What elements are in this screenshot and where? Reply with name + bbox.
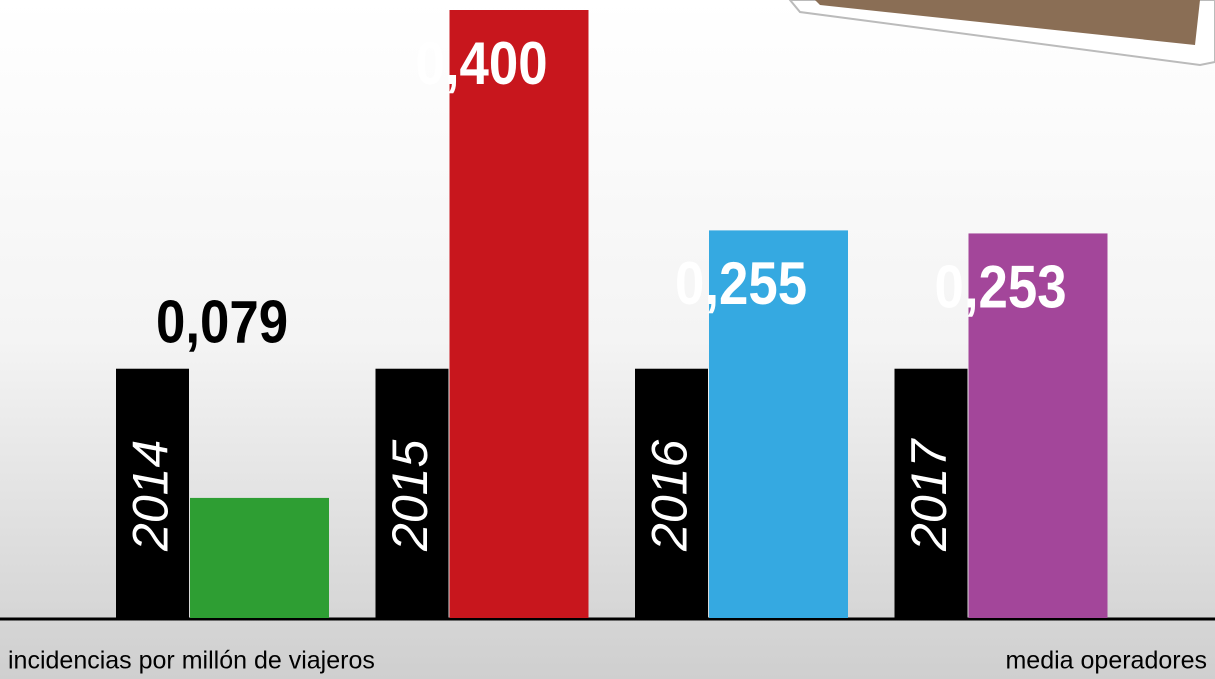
bar	[116, 368, 189, 618]
value-label: 0,079	[156, 288, 288, 355]
category-label: 2016	[642, 440, 698, 552]
legend-left: incidencias por millón de viajeros	[8, 647, 375, 675]
bar	[894, 368, 968, 618]
bar	[709, 230, 848, 618]
value-label: 0,253	[934, 253, 1066, 320]
bar	[968, 233, 1108, 618]
legend-right: media operadores	[1005, 647, 1207, 675]
photo	[815, 0, 1200, 45]
value-label: 0,400	[415, 30, 547, 97]
category-label: 2017	[901, 438, 957, 552]
bar	[635, 368, 708, 618]
bar	[449, 10, 589, 618]
category-label: 2015	[382, 440, 438, 552]
bar	[375, 368, 449, 618]
category-label: 2014	[123, 440, 179, 552]
value-label: 0,255	[675, 250, 807, 317]
bar	[190, 497, 329, 618]
